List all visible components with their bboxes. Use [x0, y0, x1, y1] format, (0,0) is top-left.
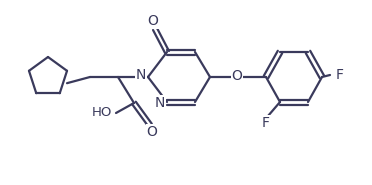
Text: HO: HO — [92, 105, 112, 119]
Text: N: N — [155, 96, 165, 110]
Text: F: F — [262, 116, 270, 130]
Text: O: O — [231, 69, 243, 83]
Text: O: O — [147, 125, 157, 139]
Text: F: F — [336, 68, 344, 82]
Text: O: O — [148, 14, 158, 28]
Text: N: N — [136, 68, 146, 82]
